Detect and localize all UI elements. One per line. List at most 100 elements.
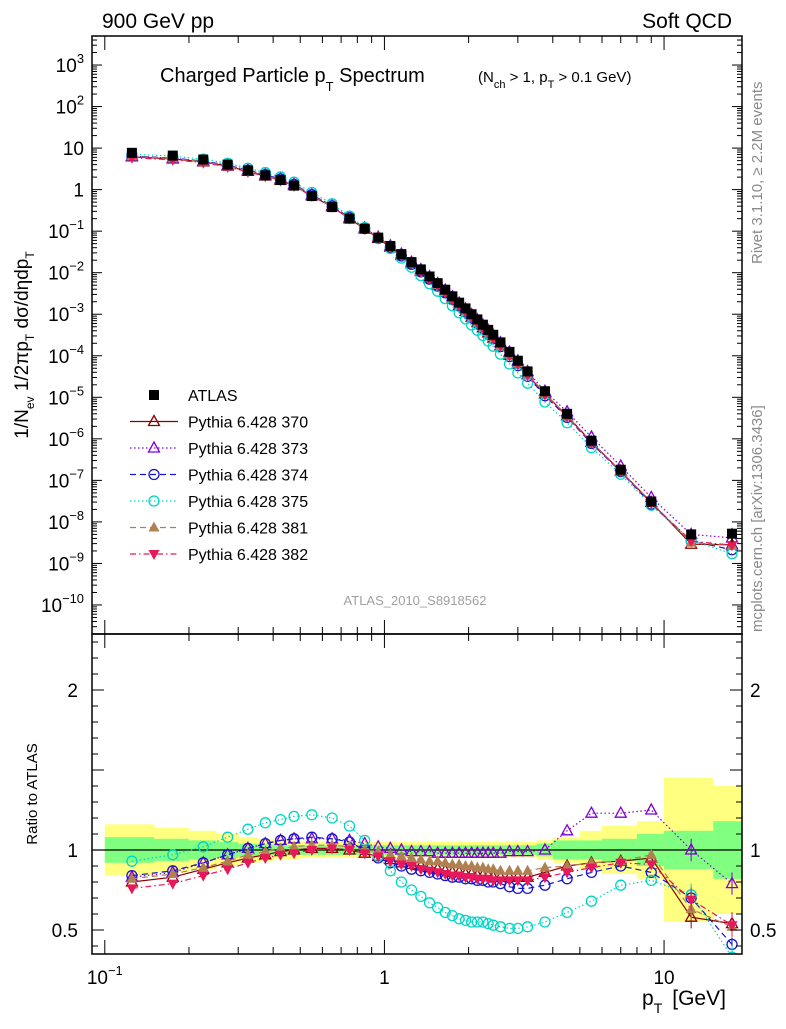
series-line (131, 814, 731, 954)
data-point (453, 858, 465, 869)
data-point (493, 845, 508, 858)
series-line (131, 844, 733, 928)
tick-label: 10−10 (41, 591, 84, 617)
data-point (326, 812, 338, 824)
data-point (471, 916, 484, 928)
data-point (726, 541, 738, 552)
data-point (494, 864, 506, 875)
series-line (131, 157, 733, 546)
legend-label: Pythia 6.428 381 (188, 521, 308, 538)
data-point (522, 366, 533, 377)
data-point (477, 916, 489, 928)
data-point (415, 264, 426, 275)
data-point (539, 916, 551, 928)
data-point (495, 337, 506, 348)
data-point (306, 809, 318, 821)
data-point (512, 864, 524, 875)
data-point (465, 916, 478, 928)
tick-label: 10 (653, 968, 674, 989)
data-point (503, 876, 515, 887)
data-point (221, 831, 234, 843)
data-point (585, 895, 598, 907)
data-point (539, 873, 551, 884)
data-point (615, 464, 626, 475)
data-point (395, 876, 408, 888)
series-line (131, 155, 733, 551)
data-point (222, 159, 233, 170)
data-point (167, 849, 179, 861)
data-point (126, 147, 137, 158)
tick-label: 10−3 (48, 300, 84, 326)
tick-label: 10 (63, 139, 84, 160)
data-point (445, 845, 459, 858)
tick-label: 0.5 (750, 921, 776, 942)
data-point (306, 846, 318, 856)
data-point (359, 223, 370, 234)
tick-label: 10−9 (48, 549, 84, 575)
data-point (494, 921, 507, 933)
data-point (343, 846, 355, 856)
ratio-series-pythia-6.428-382 (126, 844, 738, 937)
data-point (538, 842, 552, 855)
main-plot-series (125, 147, 739, 560)
data-point (306, 191, 317, 202)
data-point (460, 303, 471, 314)
data-point (472, 314, 483, 325)
data-point (148, 550, 160, 560)
tick-label: 1 (67, 841, 78, 862)
data-point (259, 817, 271, 829)
data-point (126, 884, 138, 895)
data-point (274, 813, 287, 826)
axes: 10310210110−110−210−310−410−510−610−710−… (41, 35, 776, 989)
data-point (453, 913, 465, 925)
data-point (645, 860, 657, 871)
title-sub: T (326, 79, 334, 94)
legend-item: Pythia 6.428 382 (130, 547, 308, 564)
data-point (384, 857, 396, 868)
data-point (384, 848, 396, 859)
data-point (447, 291, 458, 302)
ratio-plot-series (125, 802, 739, 954)
tick-label: 10−5 (48, 383, 84, 409)
tick-label: 10−7 (48, 466, 84, 492)
data-point (148, 521, 160, 532)
data-point (615, 858, 627, 869)
data-point (147, 440, 161, 453)
tick-label: 10−2 (48, 259, 84, 285)
data-point (615, 879, 627, 891)
data-point (487, 863, 499, 874)
data-point (126, 855, 138, 867)
data-point (197, 871, 209, 882)
series-pythia-6.428-381 (126, 150, 738, 550)
data-point (395, 860, 407, 871)
data-point (372, 852, 384, 863)
data-point (424, 855, 436, 866)
data-point (197, 841, 209, 853)
data-point (327, 202, 338, 213)
data-point (446, 909, 459, 922)
title-rest: Spectrum (334, 65, 425, 87)
data-point (466, 309, 477, 320)
data-point (586, 435, 597, 446)
data-point (423, 897, 436, 909)
legend: ATLAS Pythia 6.428 370 Pythia 6.428 373 Pyt… (130, 388, 308, 564)
data-point (494, 876, 506, 887)
header-left: 900 GeV pp (102, 10, 214, 33)
tick-label: 10−8 (48, 508, 84, 534)
data-point (645, 848, 657, 859)
x-axis-title: pT [GeV] (642, 987, 726, 1016)
data-point (424, 271, 435, 282)
data-point (126, 872, 138, 883)
legend-item: Pythia 6.428 374 (130, 468, 308, 485)
data-point (439, 906, 451, 919)
data-point (502, 844, 517, 857)
data-point (539, 861, 551, 872)
tick-label: 10−1 (48, 217, 84, 243)
tick-label: 1 (379, 968, 390, 989)
data-point (406, 257, 417, 268)
data-point (483, 324, 494, 335)
data-point (487, 876, 499, 887)
data-point (459, 914, 472, 927)
data-point (149, 390, 159, 400)
data-point (415, 853, 427, 864)
